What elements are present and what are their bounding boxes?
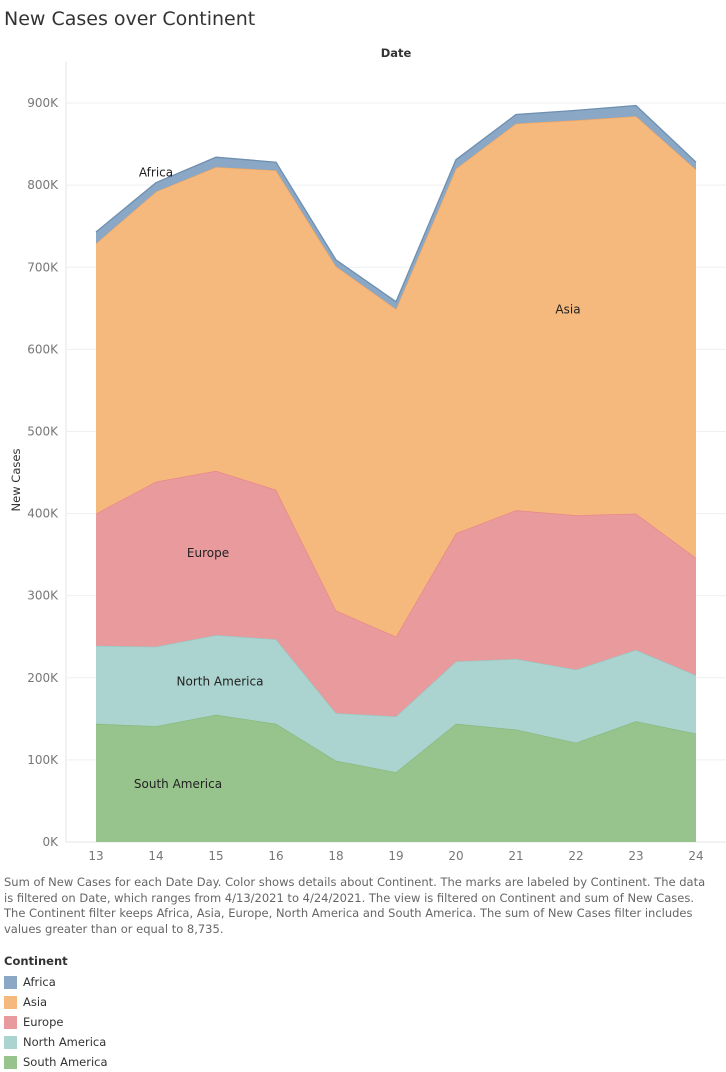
- legend-item-north-america[interactable]: North America: [4, 1032, 108, 1052]
- legend-label: Europe: [23, 1015, 64, 1029]
- area-label-asia: Asia: [555, 303, 580, 317]
- chart-caption: Sum of New Cases for each Date Day. Colo…: [4, 875, 706, 936]
- area-label-europe: Europe: [187, 546, 229, 560]
- x-tick-label: 22: [568, 849, 583, 863]
- area-label-south-america: South America: [134, 777, 222, 791]
- area-label-north-america: North America: [177, 674, 264, 688]
- area-europe: [96, 470, 696, 717]
- legend: Continent Africa Asia Europe North Ameri…: [4, 954, 108, 1072]
- x-tick-label: 18: [328, 849, 343, 863]
- area-label-africa: Africa: [139, 166, 173, 180]
- x-tick-label: 15: [208, 849, 223, 863]
- x-tick-label: 14: [148, 849, 163, 863]
- y-tick-label: 900K: [27, 96, 59, 110]
- legend-label: Asia: [23, 995, 48, 1009]
- x-tick-label: 20: [448, 849, 463, 863]
- y-tick-label: 100K: [27, 753, 59, 767]
- x-tick-label: 21: [508, 849, 523, 863]
- y-axis-title: New Cases: [9, 449, 23, 512]
- area-south-america: [96, 714, 696, 842]
- chart-title: New Cases over Continent: [4, 8, 256, 30]
- legend-swatch-europe: [4, 1015, 17, 1029]
- legend-item-south-america[interactable]: South America: [4, 1052, 108, 1072]
- legend-label: Africa: [23, 975, 56, 989]
- y-tick-label: 200K: [27, 671, 59, 685]
- y-tick-label: 400K: [27, 507, 59, 521]
- x-tick-label: 16: [268, 849, 283, 863]
- legend-title: Continent: [4, 954, 68, 968]
- legend-swatch-south-america: [4, 1055, 17, 1069]
- y-tick-label: 700K: [27, 260, 59, 274]
- legend-swatch-asia: [4, 995, 17, 1009]
- area-chart: 0K 100K 200K 300K 400K 500K 600K 700K 800K 900K 13…: [9, 46, 726, 863]
- legend-item-europe[interactable]: Europe: [4, 1012, 108, 1032]
- legend-swatch-north-america: [4, 1035, 17, 1049]
- x-tick-label: 19: [388, 849, 403, 863]
- x-tick-label: 23: [628, 849, 643, 863]
- area-north-america: [96, 635, 696, 773]
- x-tick-label: 24: [688, 849, 703, 863]
- legend-label: North America: [23, 1035, 107, 1049]
- legend-item-asia[interactable]: Asia: [4, 992, 108, 1012]
- y-tick-label: 300K: [27, 589, 59, 603]
- y-tick-label: 800K: [27, 178, 59, 192]
- y-tick-label: 500K: [27, 424, 59, 438]
- legend-swatch-africa: [4, 975, 17, 989]
- x-axis-title: Date: [381, 46, 412, 60]
- y-tick-label: 600K: [27, 342, 59, 356]
- legend-item-africa[interactable]: Africa: [4, 972, 108, 992]
- legend-label: South America: [23, 1055, 108, 1069]
- x-tick-label: 13: [88, 849, 103, 863]
- area-asia: [96, 116, 696, 637]
- y-tick-label: 0K: [42, 835, 59, 849]
- area-edge-africa: [95, 104, 697, 303]
